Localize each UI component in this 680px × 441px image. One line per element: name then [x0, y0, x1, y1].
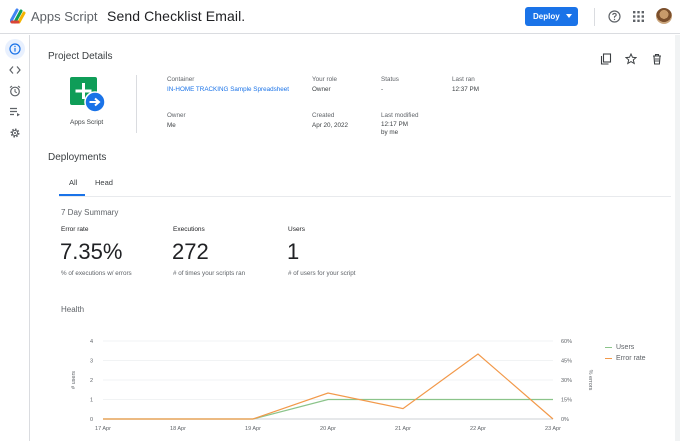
users-value: 1 [287, 239, 300, 264]
left-rail [0, 35, 30, 441]
x-tick-label: 17 Apr [95, 426, 111, 432]
x-tick-label: 20 Apr [320, 426, 336, 432]
tab-all[interactable]: All [69, 178, 78, 187]
divider [594, 8, 595, 26]
error-rate-value: 7.35% [60, 239, 123, 264]
legend-label-error-rate: Error rate [616, 355, 646, 362]
apps-script-logo-icon[interactable] [10, 8, 27, 24]
app-name[interactable]: Apps Script [31, 9, 98, 24]
deploy-button[interactable]: Deploy [525, 7, 578, 26]
y-tick-label: 4 [90, 339, 93, 345]
project-title[interactable]: Send Checklist Email. [107, 8, 246, 24]
y2-axis-label: % errors [587, 370, 593, 391]
modified-by: by me [381, 129, 399, 136]
y-axis-label: # users [71, 371, 77, 389]
top-bar: Apps Script Send Checklist Email. Deploy [0, 0, 680, 34]
deployments-heading: Deployments [48, 152, 107, 163]
health-chart: 0 0% 1 15% 2 30% 3 45% 4 60% 17 Apr 18 Apr 19 Apr 20 … [71, 339, 593, 432]
y2-tick-label: 30% [561, 378, 572, 384]
legend-label-users: Users [616, 344, 635, 351]
executions-value: 272 [172, 239, 209, 264]
apps-grid-icon[interactable] [633, 11, 644, 22]
container-link[interactable]: IN-HOME TRACKING Sample Spreadsheet [167, 86, 290, 93]
legend-item-users: Users [605, 342, 646, 353]
gear-icon [10, 128, 20, 138]
executions-icon [10, 107, 20, 117]
rail-item-editor[interactable] [5, 60, 25, 80]
delete-icon[interactable] [651, 53, 663, 65]
alarm-icon [9, 85, 21, 97]
executions-label: Executions [173, 226, 205, 233]
chart-legend: Users Error rate [605, 342, 646, 364]
y2-tick-label: 45% [561, 359, 572, 365]
code-icon [9, 66, 21, 74]
divider [136, 75, 137, 133]
x-tick-label: 19 Apr [245, 426, 261, 432]
legend-swatch-error-rate [605, 357, 612, 360]
x-tick-label: 23 Apr [545, 426, 561, 432]
status-label: Status [381, 76, 399, 83]
x-tick-label: 18 Apr [170, 426, 186, 432]
owner-value: Me [167, 122, 176, 129]
x-tick-label: 22 Apr [470, 426, 486, 432]
created-value: Apr 20, 2022 [312, 122, 349, 129]
rail-item-triggers[interactable] [5, 81, 25, 101]
tabs-divider [59, 196, 671, 197]
copy-icon[interactable] [600, 53, 612, 65]
y2-tick-label: 60% [561, 339, 572, 345]
created-label: Created [312, 112, 335, 119]
last-ran-value: 12:37 PM [452, 86, 479, 93]
legend-item-error-rate: Error rate [605, 353, 646, 364]
users-label: Users [288, 226, 305, 233]
series-line-error-rate [103, 353, 554, 420]
y-tick-label: 3 [90, 359, 93, 365]
container-label: Container [167, 76, 195, 83]
series-line-users [103, 398, 553, 420]
y2-tick-label: 15% [561, 398, 572, 404]
users-desc: # of users for your script [288, 270, 356, 277]
tab-head[interactable]: Head [95, 178, 113, 187]
y2-tick-label: 0% [561, 417, 569, 423]
role-value: Owner [312, 86, 331, 93]
chevron-down-icon [566, 14, 572, 18]
deploy-label: Deploy [533, 12, 560, 21]
scrollbar[interactable] [675, 35, 680, 441]
project-icon-label: Apps Script [70, 119, 104, 126]
summary-title: 7 Day Summary [61, 208, 119, 217]
active-tab-indicator [59, 194, 85, 196]
y-tick-label: 1 [90, 398, 93, 404]
owner-label: Owner [167, 112, 186, 119]
rail-item-overview[interactable] [5, 39, 25, 59]
error-rate-label: Error rate [61, 226, 89, 233]
y-tick-label: 2 [90, 378, 93, 384]
modified-label: Last modified [381, 112, 419, 119]
role-label: Your role [312, 76, 337, 83]
rail-item-settings[interactable] [5, 123, 25, 143]
status-value: - [381, 86, 384, 93]
apps-script-project-icon [70, 77, 106, 113]
help-icon[interactable] [608, 10, 621, 23]
x-tick-label: 21 Apr [395, 426, 411, 432]
y-tick-label: 0 [90, 417, 93, 423]
modified-value: 12:17 PM [381, 121, 408, 128]
avatar[interactable] [656, 8, 672, 24]
main-content: Project Details Apps Script Container IN… [31, 35, 680, 441]
star-icon[interactable] [625, 53, 637, 65]
health-title: Health [61, 305, 85, 314]
error-rate-desc: % of executions w/ errors [61, 270, 132, 277]
info-icon [9, 43, 21, 55]
last-ran-label: Last ran [452, 76, 475, 83]
rail-item-executions[interactable] [5, 102, 25, 122]
legend-swatch-users [605, 346, 612, 349]
executions-desc: # of times your scripts ran [173, 270, 246, 277]
project-details-heading: Project Details [48, 51, 113, 62]
